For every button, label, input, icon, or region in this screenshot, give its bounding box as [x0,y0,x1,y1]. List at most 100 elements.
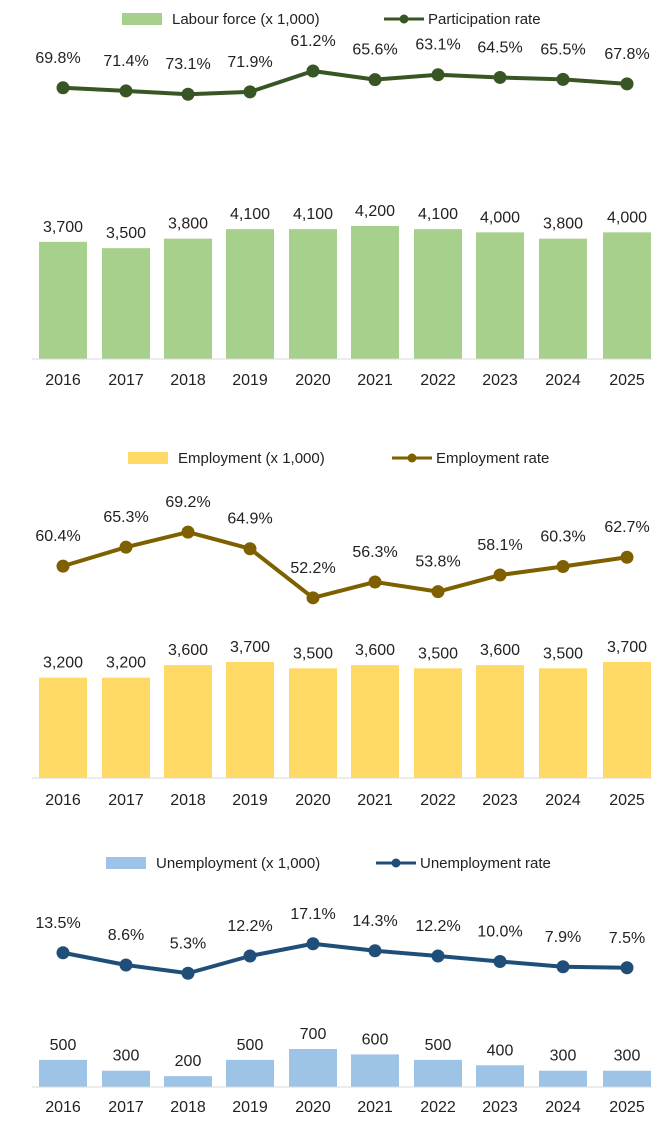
x-tick-label: 2022 [420,792,456,809]
x-tick-label: 2017 [108,1099,144,1116]
line-value-label: 53.8% [415,554,460,571]
legend-label-line: Unemployment rate [420,855,551,872]
line-point [120,541,133,554]
bar [476,232,524,359]
legend-label-bar: Unemployment (x 1,000) [156,855,320,872]
line-point [494,569,507,582]
bar-value-label: 3,500 [293,645,333,662]
line-point [307,937,320,950]
line-value-label: 69.8% [35,50,80,67]
line-value-label: 60.4% [35,528,80,545]
legend-swatch-bar [106,857,146,869]
x-tick-label: 2016 [45,372,81,389]
bar [289,668,337,778]
bar-value-label: 3,200 [43,655,83,672]
x-tick-label: 2021 [357,372,393,389]
bar [539,1071,587,1087]
line-value-label: 14.3% [352,913,397,930]
legend-marker-series [408,454,417,463]
bar [102,678,150,778]
x-tick-label: 2019 [232,1099,268,1116]
line-point [182,526,195,539]
line-value-label: 67.8% [604,46,649,63]
line-value-label: 65.6% [352,42,397,59]
bar-value-label: 4,100 [293,206,333,223]
bar-value-label: 3,600 [168,642,208,659]
x-tick-label: 2017 [108,372,144,389]
line-value-label: 64.9% [227,511,272,528]
line-value-label: 61.2% [290,33,335,50]
bar-value-label: 4,100 [418,206,458,223]
bar-value-label: 3,800 [168,216,208,233]
x-tick-label: 2021 [357,792,393,809]
legend-marker-series [392,859,401,868]
x-tick-label: 2018 [170,372,206,389]
bar [226,1060,274,1087]
bar-value-label: 4,000 [480,209,520,226]
line-value-label: 52.2% [290,560,335,577]
line-point [120,84,133,97]
line-point [494,955,507,968]
line-point [432,950,445,963]
legend-label-line: Employment rate [436,450,549,467]
line-point [307,591,320,604]
line-point [432,68,445,81]
line-point [557,560,570,573]
line-value-label: 60.3% [540,529,585,546]
line-point [182,967,195,980]
x-tick-label: 2023 [482,792,518,809]
bar-value-label: 600 [362,1031,389,1048]
bar-value-label: 300 [614,1048,641,1065]
x-tick-label: 2020 [295,792,331,809]
bar-value-label: 3,500 [106,225,146,242]
x-tick-label: 2024 [545,792,581,809]
x-tick-label: 2020 [295,372,331,389]
x-tick-label: 2018 [170,1099,206,1116]
bar [39,678,87,778]
bar-value-label: 500 [425,1037,452,1054]
line-point [621,551,634,564]
line-point [182,88,195,101]
bar-value-label: 200 [175,1053,202,1070]
bar-value-label: 3,500 [543,645,583,662]
line-value-label: 69.2% [165,494,210,511]
x-tick-label: 2022 [420,1099,456,1116]
line-point [57,946,70,959]
bar [164,1076,212,1087]
line-value-label: 56.3% [352,544,397,561]
x-tick-label: 2018 [170,792,206,809]
bar [351,665,399,778]
line-point [621,961,634,974]
legend-label-line: Participation rate [428,11,541,28]
legend-label-bar: Labour force (x 1,000) [172,11,320,28]
bar [164,239,212,359]
bar [476,1065,524,1087]
line-value-label: 65.5% [540,41,585,58]
line-value-label: 10.0% [477,924,522,941]
bar-value-label: 3,700 [230,639,270,656]
bar [603,662,651,778]
bar-value-label: 300 [550,1048,577,1065]
bar [39,1060,87,1087]
legend-swatch-bar [128,452,168,464]
bar [226,662,274,778]
line-value-label: 7.5% [609,930,645,947]
legend-swatch-bar [122,13,162,25]
bar-value-label: 500 [50,1037,77,1054]
line-value-label: 71.9% [227,54,272,71]
bar-value-label: 3,700 [607,639,647,656]
bar [603,1071,651,1087]
line-value-label: 7.9% [545,929,581,946]
line-value-label: 13.5% [35,915,80,932]
line-value-label: 62.7% [604,519,649,536]
bar-value-label: 500 [237,1037,264,1054]
line-value-label: 12.2% [227,918,272,935]
legend-marker-series [400,15,409,24]
legend-label-bar: Employment (x 1,000) [178,450,325,467]
x-tick-label: 2022 [420,372,456,389]
bar [414,1060,462,1087]
x-tick-label: 2024 [545,372,581,389]
bar-value-label: 400 [487,1042,514,1059]
line-value-label: 5.3% [170,935,206,952]
line-point [244,85,257,98]
